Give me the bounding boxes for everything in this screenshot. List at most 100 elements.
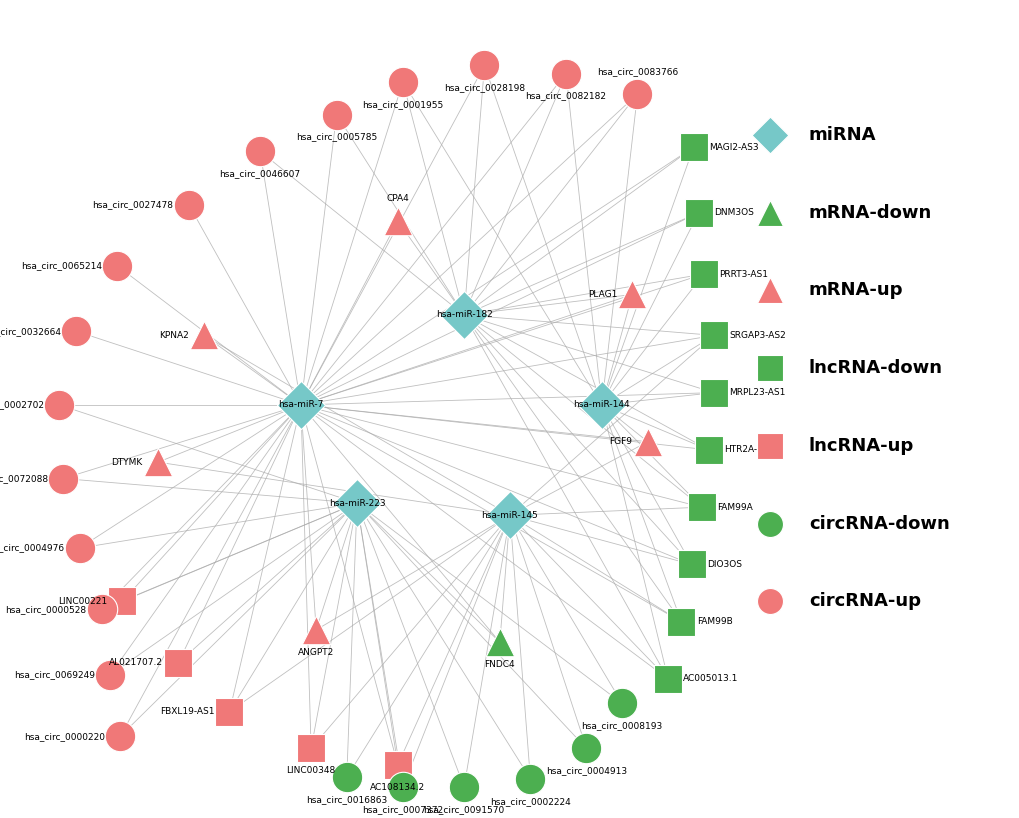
Point xyxy=(394,780,411,793)
Point xyxy=(71,542,88,555)
Text: lncRNA-up: lncRNA-up xyxy=(808,437,913,455)
Text: mRNA-down: mRNA-down xyxy=(808,204,931,222)
Text: hsa_circ_0007372: hsa_circ_0007372 xyxy=(362,805,443,814)
Point xyxy=(221,705,237,718)
Text: hsa_circ_0028198: hsa_circ_0028198 xyxy=(443,83,525,92)
Text: PLAG1: PLAG1 xyxy=(587,290,616,299)
Point xyxy=(629,88,645,101)
Point xyxy=(659,672,676,685)
Point xyxy=(252,145,268,158)
Text: hsa-miR-144: hsa-miR-144 xyxy=(573,400,630,410)
Point xyxy=(338,771,355,784)
Point xyxy=(761,128,777,142)
Point xyxy=(389,758,406,771)
Text: hsa-miR-182: hsa-miR-182 xyxy=(435,310,492,320)
Text: hsa_circ_0004976: hsa_circ_0004976 xyxy=(0,543,64,553)
Point xyxy=(624,288,640,301)
Point xyxy=(593,398,609,411)
Point xyxy=(613,697,630,710)
Point xyxy=(761,517,777,530)
Point xyxy=(761,439,777,452)
Text: hsa_circ_0016863: hsa_circ_0016863 xyxy=(306,795,387,804)
Point xyxy=(476,59,492,72)
Point xyxy=(693,501,709,514)
Text: FGF9: FGF9 xyxy=(608,437,632,447)
Point xyxy=(196,329,212,342)
Point xyxy=(68,325,85,338)
Point xyxy=(328,108,344,121)
Point xyxy=(761,206,777,219)
Text: hsa_circ_0001955: hsa_circ_0001955 xyxy=(362,100,443,109)
Point xyxy=(683,558,699,571)
Text: HTR2A-AS1: HTR2A-AS1 xyxy=(723,445,774,455)
Text: miRNA: miRNA xyxy=(808,126,875,144)
Text: lncRNA-down: lncRNA-down xyxy=(808,359,942,377)
Text: hsa_circ_0008193: hsa_circ_0008193 xyxy=(581,721,662,730)
Text: FAM99B: FAM99B xyxy=(696,617,732,627)
Point xyxy=(455,308,472,321)
Text: hsa-miR-7: hsa-miR-7 xyxy=(278,400,323,410)
Text: hsa_circ_0069249: hsa_circ_0069249 xyxy=(14,670,95,680)
Point xyxy=(695,267,711,281)
Text: hsa_circ_0002224: hsa_circ_0002224 xyxy=(489,797,571,806)
Point xyxy=(51,398,67,411)
Text: hsa_circ_0065214: hsa_circ_0065214 xyxy=(21,261,102,271)
Point xyxy=(700,443,716,456)
Point xyxy=(455,780,472,793)
Text: circRNA-up: circRNA-up xyxy=(808,592,920,610)
Point xyxy=(673,615,689,628)
Text: AC108134.2: AC108134.2 xyxy=(370,783,425,792)
Point xyxy=(112,730,128,743)
Point xyxy=(522,772,538,785)
Text: FAM99A: FAM99A xyxy=(716,502,752,512)
Point xyxy=(705,329,721,342)
Point xyxy=(491,636,507,649)
Point xyxy=(501,509,518,522)
Text: hsa_circ_0046607: hsa_circ_0046607 xyxy=(219,169,301,178)
Text: FBXL19-AS1: FBXL19-AS1 xyxy=(160,707,214,717)
Text: CPA4: CPA4 xyxy=(386,194,409,203)
Text: ANGPT2: ANGPT2 xyxy=(298,648,334,657)
Text: DNM3OS: DNM3OS xyxy=(713,208,753,218)
Text: PRRT3-AS1: PRRT3-AS1 xyxy=(718,269,767,279)
Text: hsa_circ_0082182: hsa_circ_0082182 xyxy=(525,92,606,101)
Point xyxy=(705,386,721,399)
Text: MRPL23-AS1: MRPL23-AS1 xyxy=(729,388,785,398)
Point xyxy=(150,456,166,469)
Point xyxy=(94,603,110,616)
Point xyxy=(102,668,118,681)
Text: hsa_circ_0032664: hsa_circ_0032664 xyxy=(0,326,61,336)
Text: hsa-miR-223: hsa-miR-223 xyxy=(328,498,385,508)
Text: hsa_circ_0000528: hsa_circ_0000528 xyxy=(5,605,87,614)
Text: hsa_circ_0072088: hsa_circ_0072088 xyxy=(0,474,48,483)
Point xyxy=(639,435,655,448)
Text: hsa_circ_0004913: hsa_circ_0004913 xyxy=(545,766,627,775)
Point xyxy=(170,656,186,669)
Point xyxy=(303,742,319,755)
Point xyxy=(308,623,324,636)
Point xyxy=(394,75,411,88)
Text: hsa_circ_0091570: hsa_circ_0091570 xyxy=(423,805,504,814)
Point xyxy=(557,67,574,80)
Text: circRNA-down: circRNA-down xyxy=(808,515,949,533)
Text: hsa_circ_0027478: hsa_circ_0027478 xyxy=(93,200,173,209)
Point xyxy=(578,742,594,755)
Point xyxy=(761,362,777,375)
Text: LINC00221: LINC00221 xyxy=(58,596,107,606)
Point xyxy=(761,595,777,608)
Point xyxy=(109,259,125,272)
Text: FNDC4: FNDC4 xyxy=(484,660,515,669)
Point xyxy=(685,141,701,154)
Text: AL021707.2: AL021707.2 xyxy=(109,658,163,667)
Text: LINC00348: LINC00348 xyxy=(286,766,335,775)
Text: hsa_circ_0005785: hsa_circ_0005785 xyxy=(296,133,377,142)
Point xyxy=(292,398,309,411)
Point xyxy=(389,214,406,227)
Text: hsa-miR-145: hsa-miR-145 xyxy=(481,510,538,520)
Text: AC005013.1: AC005013.1 xyxy=(683,674,738,684)
Text: KPNA2: KPNA2 xyxy=(159,330,189,340)
Text: DIO3OS: DIO3OS xyxy=(706,560,741,569)
Text: DTYMK: DTYMK xyxy=(111,457,143,467)
Point xyxy=(55,472,71,485)
Text: hsa_circ_0083766: hsa_circ_0083766 xyxy=(596,67,678,76)
